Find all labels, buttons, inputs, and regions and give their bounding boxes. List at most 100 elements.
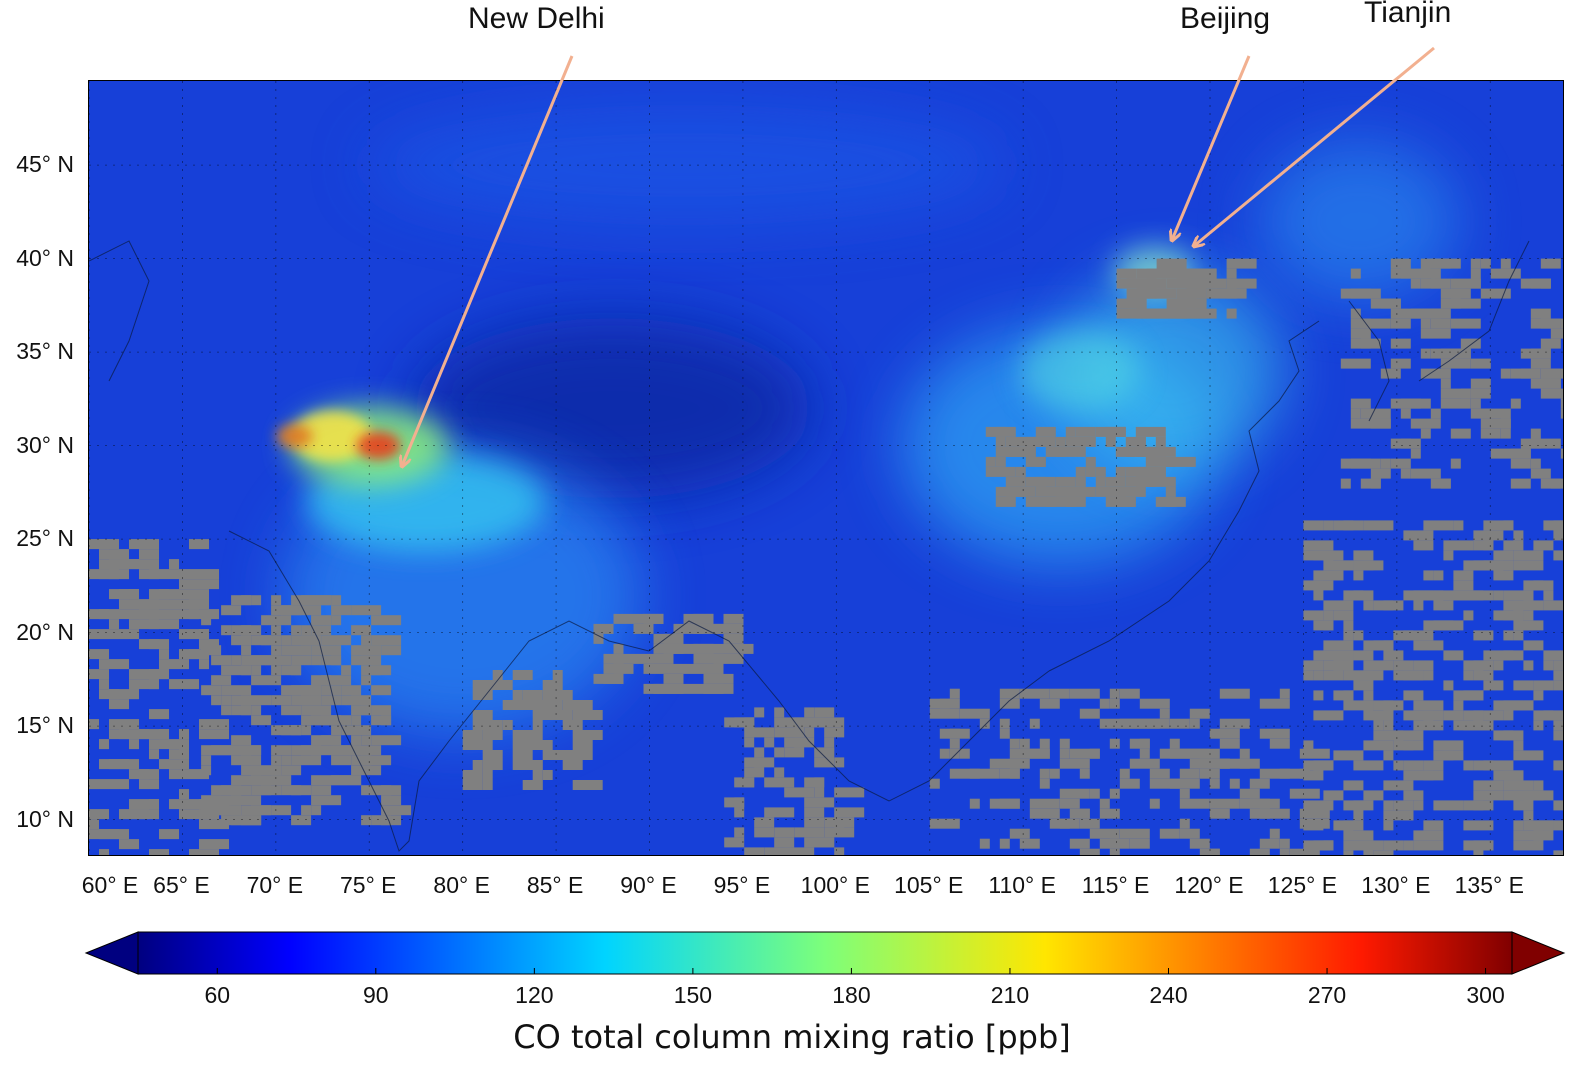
no-data-cell <box>502 720 513 730</box>
no-data-cell <box>1550 328 1563 339</box>
no-data-cell <box>1303 800 1334 811</box>
no-data-cell <box>381 805 412 816</box>
no-data-cell <box>1413 800 1424 811</box>
no-data-cell <box>1373 730 1404 741</box>
no-data-cell <box>1350 328 1371 339</box>
no-data-cell <box>1145 476 1176 487</box>
no-data-cell <box>89 649 109 660</box>
no-data-cell <box>764 847 795 855</box>
no-data-cell <box>251 655 282 666</box>
no-data-cell <box>361 755 392 766</box>
no-data-cell <box>512 730 543 740</box>
no-data-cell <box>1303 670 1314 681</box>
no-data-cell <box>311 695 322 706</box>
no-data-cell <box>1473 840 1494 851</box>
no-data-cell <box>1109 838 1120 849</box>
no-data-cell <box>1433 570 1444 581</box>
no-data-cell <box>1049 768 1060 779</box>
no-data-cell <box>301 705 332 716</box>
no-data-cell <box>1553 550 1563 561</box>
no-data-cell <box>1353 810 1364 821</box>
no-data-cell <box>301 725 312 736</box>
no-data-cell <box>129 559 159 570</box>
no-data-cell <box>824 747 835 758</box>
no-data-cell <box>1440 398 1471 409</box>
no-data-cell <box>1353 630 1364 641</box>
no-data-cell <box>1303 610 1324 621</box>
no-data-cell <box>179 749 189 760</box>
no-data-cell <box>231 785 242 796</box>
no-data-cell <box>129 619 159 630</box>
no-data-cell <box>129 669 139 680</box>
no-data-cell <box>1099 808 1120 819</box>
no-data-cell <box>1483 650 1514 661</box>
no-data-cell <box>251 745 262 756</box>
no-data-cell <box>713 623 744 634</box>
no-data-cell <box>261 785 272 796</box>
no-data-cell <box>271 695 292 706</box>
no-data-cell <box>1165 496 1186 507</box>
no-data-cell <box>1343 690 1354 701</box>
no-data-cell <box>1343 700 1374 711</box>
no-data-cell <box>149 709 169 720</box>
no-data-cell <box>1480 418 1511 429</box>
no-data-cell <box>703 643 724 654</box>
no-data-cell <box>673 623 704 634</box>
no-data-cell <box>1159 828 1180 839</box>
coastline-china <box>1048 320 1320 672</box>
no-data-cell <box>572 730 603 740</box>
no-data-cell <box>89 719 99 730</box>
no-data-cell <box>1343 780 1364 791</box>
no-data-cell <box>1055 436 1066 447</box>
no-data-cell <box>1460 338 1481 349</box>
no-data-cell <box>1563 790 1564 800</box>
no-data-cell <box>1543 650 1563 661</box>
no-data-cell <box>99 849 109 855</box>
no-data-cell <box>673 683 684 694</box>
no-data-cell <box>1323 620 1334 631</box>
no-data-cell <box>371 635 402 646</box>
no-data-cell <box>723 633 744 644</box>
no-data-cell <box>1473 850 1484 855</box>
no-data-cell <box>1079 848 1100 855</box>
no-data-cell <box>949 768 980 779</box>
no-data-cell <box>1553 520 1563 531</box>
no-data-cell <box>1443 540 1474 551</box>
no-data-cell <box>512 760 543 770</box>
no-data-cell <box>999 728 1010 739</box>
no-data-cell <box>1176 278 1207 289</box>
no-data-cell <box>1055 446 1086 457</box>
no-data-cell <box>1510 458 1531 469</box>
no-data-cell <box>1423 520 1454 531</box>
no-data-cell <box>1189 708 1210 719</box>
no-data-cell <box>1059 748 1070 759</box>
no-data-cell <box>199 839 229 850</box>
no-data-cell <box>1005 436 1036 447</box>
no-data-cell <box>1413 840 1444 851</box>
no-data-cell <box>261 635 272 646</box>
no-data-cell <box>1513 840 1544 851</box>
no-data-cell <box>351 695 362 706</box>
no-data-cell <box>1350 288 1381 299</box>
no-data-cell <box>814 787 825 798</box>
no-data-cell <box>109 569 129 580</box>
no-data-cell <box>1383 710 1394 721</box>
no-data-cell <box>1530 428 1541 439</box>
no-data-cell <box>1463 610 1474 621</box>
no-data-cell <box>1503 650 1524 661</box>
no-data-cell <box>1473 710 1484 721</box>
no-data-cell <box>1139 698 1170 709</box>
no-data-cell <box>723 653 744 664</box>
no-data-cell <box>251 675 282 686</box>
no-data-cell <box>1289 848 1320 855</box>
no-data-cell <box>1390 358 1411 369</box>
latitude-tick-label: 35° N <box>16 338 74 365</box>
no-data-cell <box>1380 298 1401 309</box>
no-data-cell <box>1520 448 1531 459</box>
no-data-cell <box>1553 660 1563 671</box>
no-data-cell <box>1005 486 1036 497</box>
no-data-cell <box>179 679 199 690</box>
no-data-cell <box>1513 560 1544 571</box>
no-data-cell <box>969 768 1000 779</box>
no-data-cell <box>593 623 604 634</box>
